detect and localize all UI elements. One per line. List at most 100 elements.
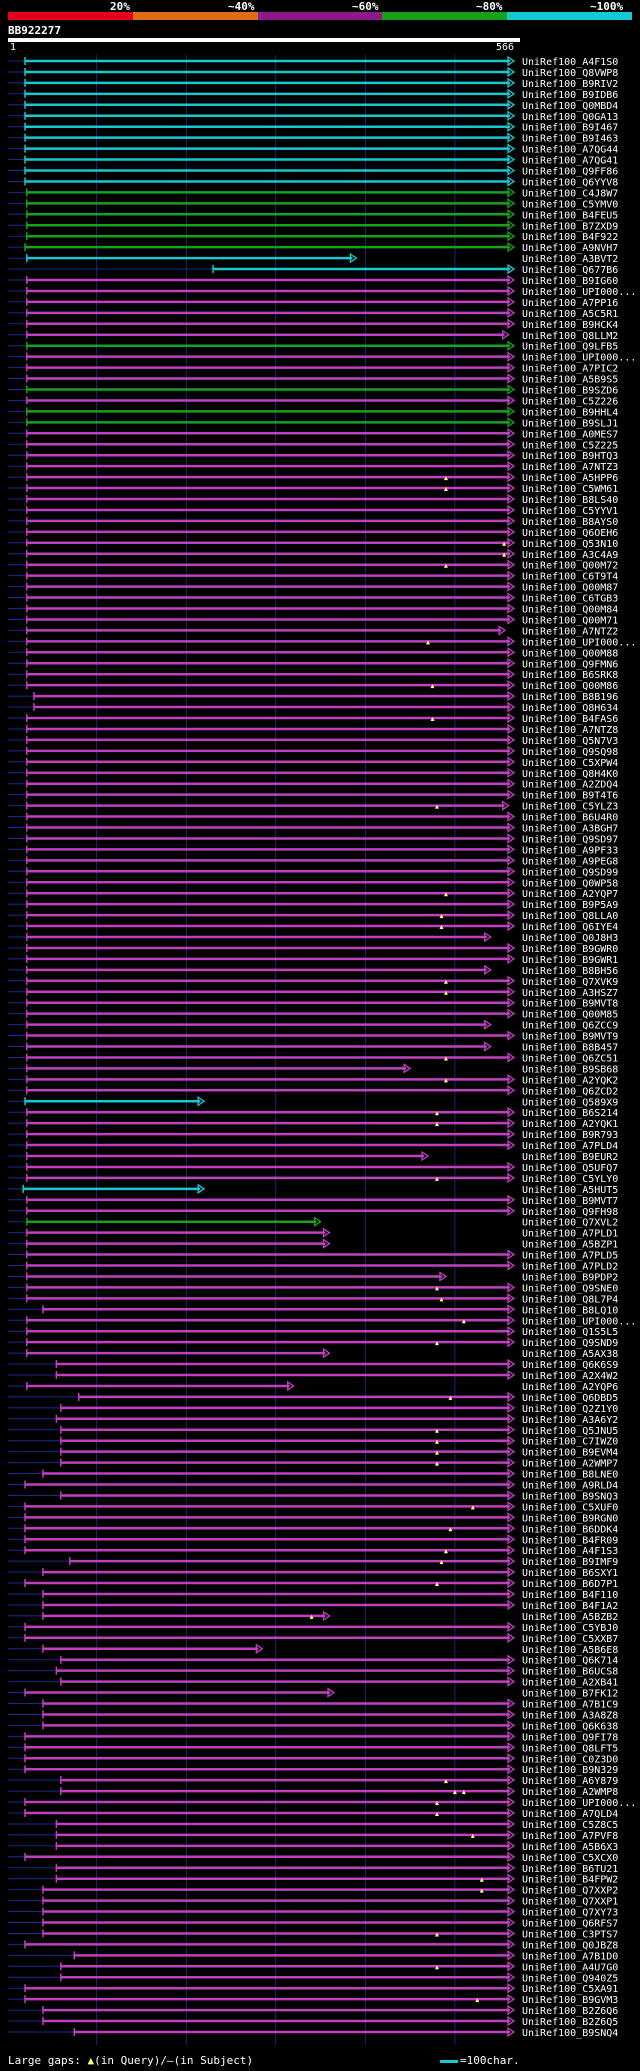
hit-arrowhead [507,690,516,702]
query-gap-marker: ▲ [87,2054,95,2067]
hit-row: UniRef100_Q6RFS7 [42,1917,618,1930]
hit-arrowhead [507,1085,516,1096]
hit-row: UniRef100_B8B196 [33,690,618,703]
hit-row: UniRef100_A2ZDQ4 [26,778,618,791]
hit-row: UniRef100_B9PDP2 [26,1271,618,1283]
hit-arrowhead [507,811,516,822]
query-gap-marker [434,1439,439,1444]
hit-arrowhead [507,1534,516,1545]
hit-arrowhead [507,581,516,592]
hit-arrowhead [507,1424,516,1435]
hit-label: UniRef100_B8AYS0 [522,517,618,528]
hit-arrowhead [507,2004,516,2016]
hit-arrowhead [507,668,516,680]
hit-arrowhead [507,1555,516,1567]
hit-arrowhead [507,592,516,603]
hit-arrowhead [507,154,516,165]
hit-label: UniRef100_Q589X9 [522,1097,618,1108]
alignment-hits-graph: UniRef100_A4F1S0UniRef100_Q8VWP8UniRef10… [8,55,636,2045]
hit-arrowhead [507,1161,516,1173]
hit-row: UniRef100_Q677B6 [212,263,618,276]
hit-row: UniRef100_Q9SD99 [26,866,618,878]
hit-row: UniRef100_Q6ZCC9 [26,1019,618,1032]
hit-row: UniRef100_B6S214 [26,1106,618,1119]
query-gap-marker [434,1461,439,1466]
hit-label: UniRef100_Q8LLM2 [522,331,618,342]
hit-label: UniRef100_C5XPW4 [522,758,618,769]
hit-row: UniRef100_A5B6X3 [55,1840,618,1853]
hit-label: UniRef100_B2Z6Q5 [522,2017,618,2028]
hit-arrowhead [507,1358,516,1370]
hit-row: UniRef100_A6Y879 [60,1774,618,1787]
hit-row: UniRef100_B9T4T6 [26,789,618,802]
hit-arrowhead [507,1851,516,1863]
hit-label: UniRef100_A4U7G0 [522,1962,618,1973]
query-gap-marker [461,1319,466,1324]
hit-arrowhead [507,99,516,111]
hit-row: UniRef100_Q6OEH6 [26,526,618,539]
hit-arrowhead [507,1972,516,1983]
hit-label: UniRef100_Q6ZC51 [522,1053,618,1064]
hit-label: UniRef100_A2YQP6 [522,1382,618,1393]
gaps-query-label: (in Query)/ [94,2054,167,2067]
query-gap-marker [434,1286,439,1291]
hit-row: UniRef100_Q9SND9 [26,1336,618,1349]
hit-row: UniRef100_B9GWR1 [26,953,618,966]
hit-arrowhead [507,1074,516,1085]
hit-label: UniRef100_Q6K638 [522,1721,618,1732]
legend-label-40: ~40% [228,0,255,13]
query-gap-marker [430,684,435,689]
hit-arrowhead [507,395,516,406]
hit-label: UniRef100_Q9FMN6 [522,659,618,670]
hit-label: UniRef100_Q5UFQ7 [522,1163,618,1174]
hit-label: UniRef100_C6T9T4 [522,572,618,583]
hit-arrowhead [507,1479,516,1490]
query-gap-marker [434,1111,439,1116]
hit-arrowhead [507,1742,516,1753]
hit-label: UniRef100_UPI000... [522,287,636,298]
hit-label: UniRef100_Q7XVL2 [522,1218,618,1229]
legend-segment [507,12,632,20]
hit-label: UniRef100_Q1S5L5 [522,1327,618,1338]
hit-arrowhead [507,1621,516,1633]
query-gap-marker [434,1582,439,1587]
hit-arrowhead [507,417,516,428]
hit-row: UniRef100_B9GWR0 [26,942,618,955]
hit-arrowhead [501,329,510,340]
hit-label: UniRef100_C5YYV1 [522,506,618,517]
hit-row: UniRef100_A0MES7 [26,428,618,440]
hit-row: UniRef100_B9RGN0 [24,1512,618,1524]
hit-arrowhead [507,1982,516,1994]
hit-row: UniRef100_UPI000... [26,351,636,364]
hit-arrowhead [507,1720,516,1731]
hit-arrowhead [507,351,516,362]
hit-row: UniRef100_Q6ZC51 [26,1052,618,1064]
query-gap-marker [434,1801,439,1806]
scale-line [440,2059,458,2063]
hit-label: UniRef100_Q8LLA0 [522,911,618,922]
hit-row: UniRef100_A4F1S0 [24,55,618,68]
hit-row: UniRef100_C4J8W7 [26,187,618,199]
hit-label: UniRef100_B9SZD6 [522,386,618,397]
hit-label: UniRef100_B9IG60 [522,276,618,287]
hit-label: UniRef100_B8BH56 [522,966,618,977]
hit-row: UniRef100_A7PVF8 [55,1829,618,1842]
hit-arrowhead [421,1150,430,1162]
hit-label: UniRef100_A7NTZ2 [522,626,618,637]
hit-arrowhead [507,1928,516,1939]
hit-label: UniRef100_Q00M72 [522,561,618,572]
hit-label: UniRef100_A5B6X3 [522,1842,618,1853]
hit-arrowhead [507,1566,516,1578]
hit-arrowhead [507,877,516,888]
hit-label: UniRef100_B9RIV2 [522,79,618,90]
hit-label: UniRef100_A7PIC2 [522,364,618,375]
hit-arrowhead [349,252,358,264]
hit-row: UniRef100_B8B457 [26,1041,618,1054]
hit-row: UniRef100_Q9SNE0 [26,1282,618,1294]
query-gap-marker [443,1549,448,1554]
hit-label: UniRef100_C5YBJ0 [522,1623,618,1634]
hit-row: UniRef100_C5XCX0 [24,1851,618,1864]
hit-row: UniRef100_C5Z225 [26,439,618,451]
hit-row: UniRef100_Q8LLM2 [26,329,618,342]
hit-label: UniRef100_Q6IYE4 [522,922,618,933]
